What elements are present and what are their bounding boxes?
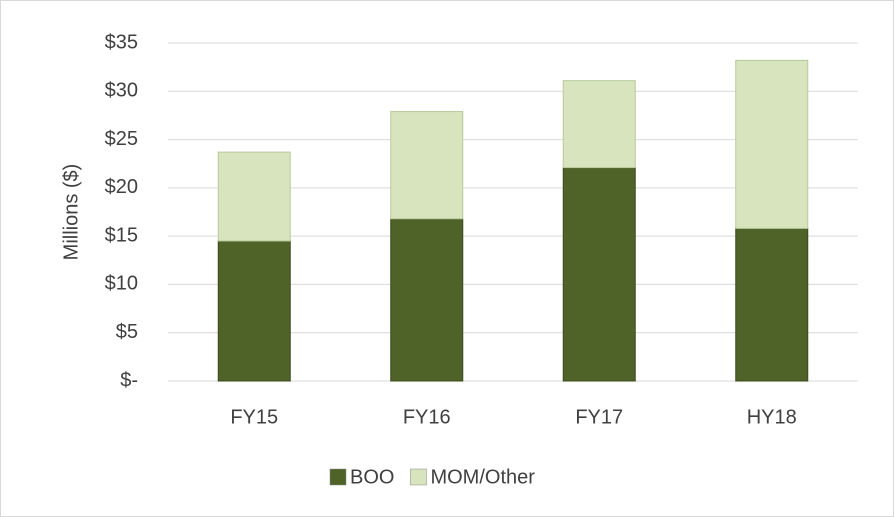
bar-segment: [562, 80, 636, 169]
y-tick-label: $10: [105, 273, 138, 295]
legend-label: BOO: [350, 466, 394, 488]
x-tick-label: FY16: [403, 406, 451, 428]
x-tick-label: FY15: [230, 406, 278, 428]
y-tick-label: $-: [120, 369, 138, 391]
x-tick-label: FY17: [575, 406, 623, 428]
legend-swatch: [410, 468, 427, 486]
y-tick-label: $30: [105, 80, 138, 102]
bar-segment: [390, 111, 464, 220]
bar-segment: [217, 240, 291, 382]
legend-label: MOM/Other: [430, 466, 535, 488]
y-tick-label: $20: [105, 176, 138, 198]
bar-segment: [735, 227, 809, 382]
y-tick-label: $15: [105, 224, 138, 246]
y-tick-label: $25: [105, 128, 138, 150]
y-tick-label: $5: [116, 321, 138, 343]
bar-segment: [562, 167, 636, 382]
x-tick-label: HY18: [747, 406, 797, 428]
bar-segment: [217, 151, 291, 242]
y-axis-label: Millions ($): [60, 164, 82, 261]
y-tick-label: $35: [105, 31, 138, 53]
legend-swatch: [329, 468, 347, 486]
bar-segment: [390, 218, 464, 382]
bar-segment: [735, 59, 809, 229]
